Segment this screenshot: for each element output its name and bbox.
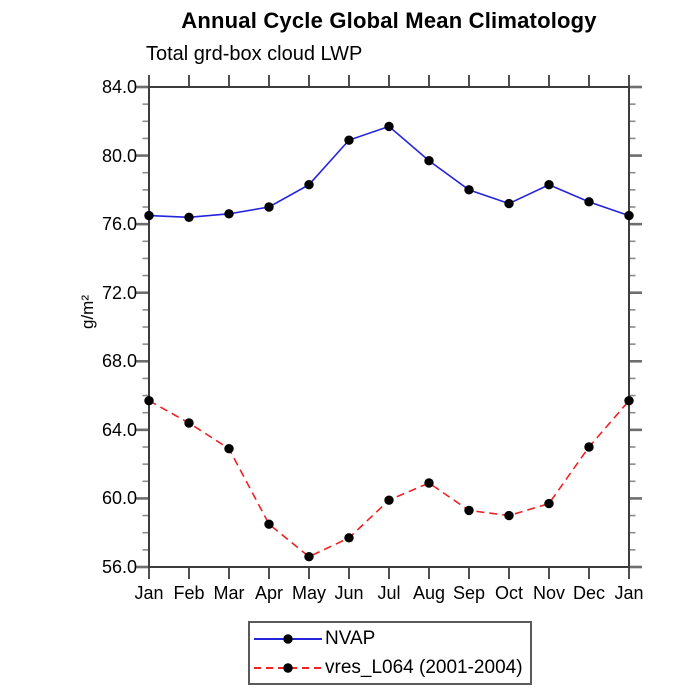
y-tick-label: 84.0: [101, 77, 137, 97]
series-vres: [144, 396, 634, 562]
data-point: [544, 180, 554, 190]
x-tick-label: Jan: [134, 583, 164, 603]
legend-line-sample: [254, 633, 322, 644]
data-point: [584, 197, 594, 207]
x-tick-label: Mar: [213, 583, 245, 603]
y-ticks: [136, 85, 642, 569]
legend-label-vres: vres_L064 (2001-2004): [325, 656, 523, 678]
data-point: [304, 552, 314, 562]
data-point: [504, 510, 514, 521]
legend-swatch-vres: [254, 658, 322, 678]
y-tick-label: 64.0: [101, 419, 137, 440]
data-point: [464, 185, 474, 195]
data-point: [264, 519, 274, 529]
x-tick-label: Oct: [494, 583, 523, 603]
data-point: [224, 444, 234, 454]
data-point: [424, 156, 434, 166]
data-point: [464, 505, 474, 516]
legend-line-sample: [254, 662, 322, 673]
data-point: [184, 418, 194, 428]
data-point: [424, 478, 434, 488]
data-point: [144, 210, 154, 221]
data-point: [344, 533, 354, 543]
legend-marker-dot: [283, 633, 293, 644]
legend-swatch-nvap: [254, 629, 322, 649]
x-ticks: [148, 75, 630, 579]
legend-label-nvap: NVAP: [325, 627, 376, 649]
y-tick-label: 56.0: [101, 557, 137, 577]
y-tick-label: 76.0: [101, 214, 137, 235]
legend-item-nvap: NVAP: [254, 624, 530, 653]
data-point: [344, 135, 354, 145]
data-point: [544, 498, 554, 509]
data-point: [504, 198, 514, 209]
chart-subtitle: Total grd-box cloud LWP: [146, 43, 363, 65]
x-tick-label: Nov: [532, 583, 565, 603]
y-tick-label: 68.0: [101, 351, 137, 372]
x-tick-label: Dec: [572, 583, 605, 603]
y-tick-label: 72.0: [101, 282, 137, 303]
data-point: [624, 210, 634, 221]
legend-marker-dot: [283, 662, 293, 673]
x-tick-label: Feb: [173, 583, 205, 603]
x-tick-label: May: [291, 583, 326, 603]
data-point: [264, 202, 274, 212]
x-tick-label: Aug: [412, 583, 446, 603]
data-point: [304, 180, 314, 190]
data-point: [184, 212, 194, 222]
plot-frame: [148, 86, 630, 568]
data-point: [584, 442, 594, 452]
x-tick-label: Jan: [614, 583, 644, 603]
x-tick-label: Jun: [334, 583, 364, 603]
data-point: [384, 495, 394, 505]
x-tick-label: Apr: [254, 583, 283, 603]
data-point: [384, 121, 394, 132]
data-point: [144, 396, 154, 406]
data-point: [224, 209, 234, 219]
x-tick-label: Sep: [452, 583, 486, 603]
data-point: [624, 396, 634, 406]
legend-box: NVAP vres_L064 (2001-2004): [248, 621, 532, 685]
legend-item-vres: vres_L064 (2001-2004): [254, 653, 530, 682]
series-nvap: [144, 121, 634, 222]
x-tick-label: Jul: [377, 583, 401, 603]
chart-title: Annual Cycle Global Mean Climatology: [181, 8, 597, 33]
y-tick-label: 60.0: [101, 488, 137, 509]
y-tick-label: 80.0: [101, 145, 137, 166]
